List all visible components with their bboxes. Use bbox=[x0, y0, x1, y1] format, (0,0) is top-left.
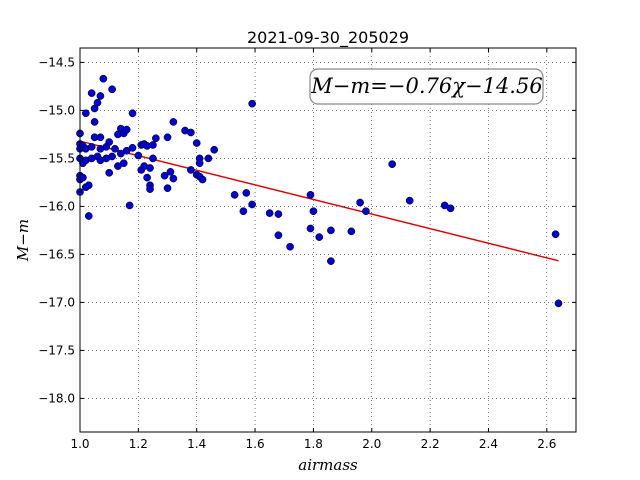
data-point bbox=[163, 184, 172, 193]
data-point bbox=[93, 98, 102, 107]
data-point bbox=[388, 160, 397, 169]
data-point bbox=[405, 196, 414, 205]
data-point bbox=[105, 168, 114, 177]
data-point bbox=[169, 118, 178, 126]
data-point bbox=[166, 167, 175, 176]
data-point bbox=[128, 109, 137, 118]
data-point bbox=[111, 144, 119, 153]
fit-line bbox=[79, 140, 559, 262]
data-point bbox=[108, 152, 116, 161]
data-point bbox=[79, 173, 87, 182]
grid-lines bbox=[79, 48, 576, 432]
data-point bbox=[315, 233, 324, 241]
fit-line-layer bbox=[79, 140, 559, 262]
data-point bbox=[84, 212, 93, 220]
data-point bbox=[554, 299, 563, 308]
data-point bbox=[187, 166, 195, 174]
data-point bbox=[239, 207, 248, 216]
data-point bbox=[210, 145, 219, 154]
x-tick-label: 2.2 bbox=[421, 437, 440, 451]
y-tick-label: −16.5 bbox=[38, 247, 75, 261]
x-tick-label: 1.2 bbox=[129, 437, 148, 451]
data-point bbox=[134, 151, 143, 160]
data-point bbox=[446, 204, 455, 213]
data-point bbox=[149, 154, 157, 163]
data-point bbox=[84, 181, 93, 190]
data-point bbox=[105, 138, 114, 146]
y-tick-label: −15.0 bbox=[38, 103, 75, 117]
data-point bbox=[108, 85, 116, 94]
x-tick-label: 1.0 bbox=[70, 437, 89, 451]
y-tick-label: −15.5 bbox=[38, 151, 75, 165]
data-point bbox=[230, 191, 239, 199]
data-point bbox=[274, 231, 283, 240]
x-tick-label: 2.4 bbox=[479, 437, 498, 451]
x-tick-label: 1.6 bbox=[246, 437, 265, 451]
x-tick-label: 2.0 bbox=[362, 437, 381, 451]
data-point bbox=[195, 159, 204, 168]
data-point bbox=[143, 173, 151, 182]
data-point bbox=[327, 257, 335, 265]
data-point bbox=[347, 227, 356, 236]
fit-equation-frame bbox=[309, 68, 544, 105]
data-point bbox=[160, 171, 169, 180]
data-point bbox=[96, 92, 105, 100]
data-point bbox=[96, 133, 105, 142]
x-axis-label: airmass bbox=[298, 456, 358, 474]
data-point bbox=[87, 89, 96, 97]
data-point bbox=[163, 133, 172, 142]
data-point bbox=[152, 134, 160, 143]
data-point bbox=[146, 185, 154, 193]
y-axis-label: M−m bbox=[14, 219, 32, 262]
chart-title: 2021-09-30_205029 bbox=[247, 28, 409, 48]
data-point bbox=[90, 118, 99, 126]
data-point bbox=[306, 191, 315, 199]
data-point bbox=[122, 125, 131, 134]
y-tick-label: −17.5 bbox=[38, 343, 75, 357]
y-tick-label: −18.0 bbox=[38, 391, 75, 405]
data-point bbox=[198, 175, 207, 184]
y-tick-label: −16.0 bbox=[38, 199, 75, 213]
plot-frame bbox=[79, 47, 577, 433]
data-point bbox=[356, 198, 364, 207]
data-point bbox=[128, 143, 137, 152]
data-point bbox=[327, 226, 335, 235]
fit-equation-box: M−m=−0.76χ−14.56 bbox=[309, 68, 544, 105]
data-point bbox=[81, 109, 90, 118]
data-point bbox=[286, 242, 294, 251]
data-point bbox=[99, 74, 108, 83]
x-tick-label: 1.8 bbox=[304, 437, 323, 451]
y-tick-label: −14.5 bbox=[38, 55, 75, 69]
data-point bbox=[265, 209, 274, 217]
data-point bbox=[192, 139, 201, 147]
axis-ticks: 1.0 1.2 1.4 1.6 1.8 2.0 2.2 2.4 2.6 −14.5 −15.0 −15… bbox=[38, 48, 576, 451]
data-point bbox=[119, 159, 128, 168]
fit-equation-label: M−m=−0.76χ−14.56 bbox=[310, 74, 542, 98]
data-point bbox=[125, 201, 134, 210]
data-point bbox=[87, 143, 96, 151]
data-point bbox=[551, 230, 560, 239]
data-point bbox=[242, 189, 251, 197]
data-points bbox=[76, 74, 563, 308]
data-point bbox=[169, 174, 178, 183]
data-point bbox=[146, 164, 154, 172]
data-point bbox=[309, 207, 318, 216]
x-tick-label: 2.6 bbox=[537, 437, 556, 451]
data-point bbox=[362, 207, 370, 216]
data-point bbox=[204, 154, 213, 163]
data-point bbox=[149, 141, 157, 149]
data-point bbox=[274, 210, 283, 218]
y-tick-label: −17.0 bbox=[38, 295, 75, 309]
x-tick-label: 1.4 bbox=[187, 437, 206, 451]
data-point bbox=[248, 99, 256, 108]
data-point bbox=[187, 128, 195, 137]
data-point bbox=[306, 224, 315, 233]
data-point bbox=[248, 200, 256, 209]
